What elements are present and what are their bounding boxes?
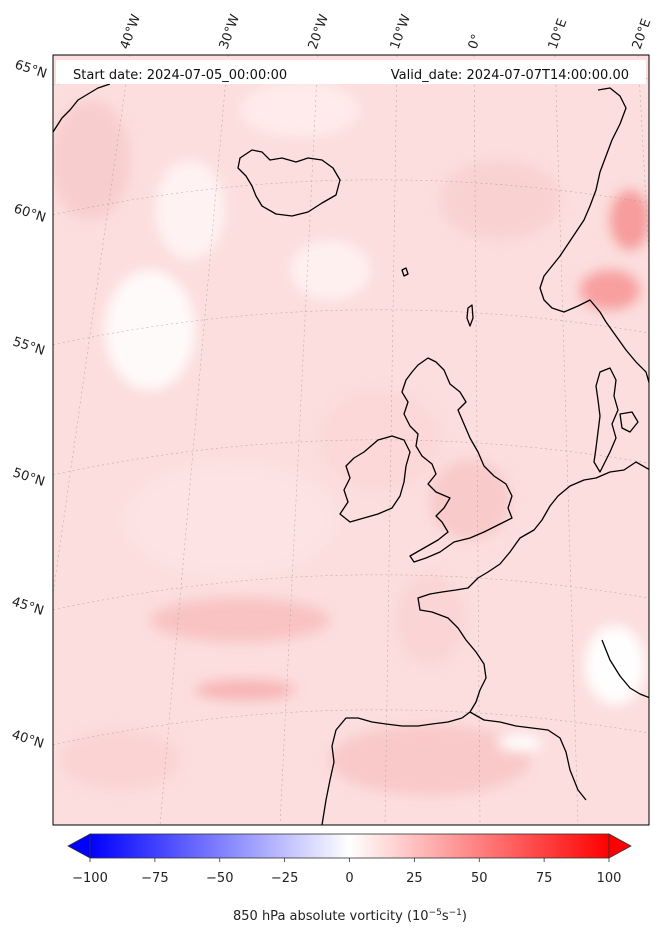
italy-coast <box>601 639 649 699</box>
iberia-coast <box>321 717 463 825</box>
sweden-coast <box>605 321 649 385</box>
colorbar-tick-label: −25 <box>271 871 298 886</box>
lat-label-45n: 45°N <box>10 595 46 619</box>
meridian-0 <box>473 55 481 825</box>
meridian-10e <box>554 55 579 825</box>
colorbar-title: 850 hPa absolute vorticity (10−5s−1) <box>233 908 467 924</box>
coastlines <box>53 83 649 825</box>
lat-label-50n: 50°N <box>11 466 47 490</box>
lon-label-20e: 20°E <box>630 17 655 52</box>
meridian-10w <box>384 55 398 825</box>
colorbar: −100 −75 −50 −25 0 25 50 75 100 850 hPa absolute… <box>67 833 632 924</box>
great-britain-coast <box>401 357 513 563</box>
mediterranean-coast <box>469 711 587 801</box>
continental-north-coast <box>417 461 649 719</box>
lon-label-0: 0° <box>466 32 485 51</box>
meridian-30w <box>159 55 229 825</box>
lon-label-20w: 20°W <box>306 12 332 51</box>
lat-label-55n: 55°N <box>11 335 47 359</box>
colorbar-tick-label: −50 <box>206 871 233 886</box>
faroe-islands <box>401 267 409 277</box>
colorbar-extend-high <box>608 833 632 859</box>
latitude-labels: 65°N 60°N 55°N 50°N 45°N 40°N <box>10 58 49 752</box>
colorbar-tick-label: 75 <box>536 871 553 886</box>
colorbar-ticks: −100 −75 −50 −25 0 25 50 75 100 <box>72 858 621 886</box>
longitude-labels: 40°W 30°W 20°W 10°W 0° 10°E 20°E <box>118 12 655 51</box>
lat-label-40n: 40°N <box>10 728 46 752</box>
valid-date-label: Valid_date: 2024-07-07T14:00:00.00 <box>391 68 629 83</box>
lon-label-40w: 40°W <box>118 12 144 51</box>
map-frame <box>52 54 650 826</box>
denmark-coast <box>593 367 619 473</box>
vorticity-texture <box>53 82 649 795</box>
colorbar-tick-label: −100 <box>72 871 108 886</box>
lon-label-10w: 10°W <box>388 12 414 51</box>
ireland-coast <box>339 435 411 523</box>
colorbar-gradient <box>89 833 610 859</box>
start-date-label: Start date: 2024-07-05_00:00:00 <box>73 68 287 83</box>
lon-label-10e: 10°E <box>546 17 571 52</box>
lat-label-60n: 60°N <box>12 202 48 226</box>
norway-coast <box>539 87 627 323</box>
danish-islands <box>619 411 639 433</box>
lat-label-65n: 65°N <box>13 58 49 82</box>
iceland-coast <box>237 149 341 217</box>
lon-label-30w: 30°W <box>217 12 243 51</box>
colorbar-tick-label: 0 <box>345 871 353 886</box>
header-band <box>56 60 646 84</box>
colorbar-tick-label: 25 <box>406 871 423 886</box>
meridian-20w <box>279 55 319 825</box>
shetland-islands <box>466 304 474 327</box>
greenland-coast <box>53 83 111 133</box>
map-panel <box>53 55 649 825</box>
colorbar-tick-label: 50 <box>471 871 488 886</box>
colorbar-extend-low <box>67 833 91 859</box>
colorbar-tick-label: 100 <box>597 871 622 886</box>
colorbar-tick-label: −75 <box>141 871 168 886</box>
